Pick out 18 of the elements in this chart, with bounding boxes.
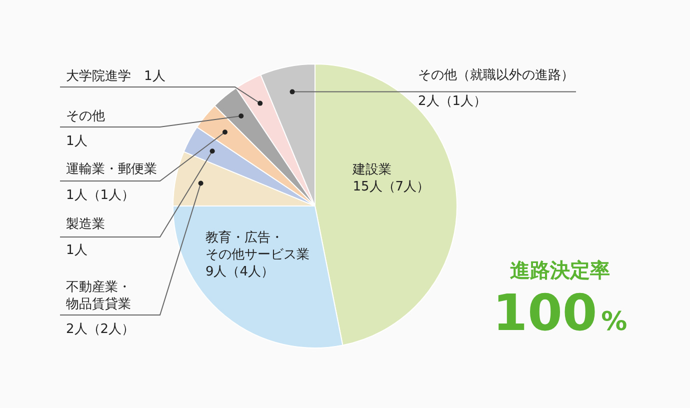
data-label: 1人 <box>66 134 88 149</box>
data-label: 1人 <box>144 69 166 84</box>
data-label: 2人（1人） <box>418 94 487 109</box>
slice-label: 運輸業・郵便業 <box>66 162 157 177</box>
text: 100% <box>492 284 628 342</box>
data-label: 1人（1人） <box>66 188 135 203</box>
slice-label: 不動産業・物品賃貸業 <box>66 279 131 312</box>
slice-label: その他（就職以外の進路） <box>418 68 574 83</box>
slice-label: 大学院進学 <box>66 69 131 84</box>
slice-label: 製造業 <box>66 217 105 232</box>
text: 進路決定率 <box>510 258 610 282</box>
data-label: 1人 <box>66 243 88 258</box>
data-label: 9人（4人） <box>205 264 274 280</box>
data-label: 15人（7人） <box>352 179 430 194</box>
data-label: 2人（2人） <box>66 322 135 337</box>
slice-label: 建設業 <box>352 162 392 178</box>
slice-label: 教育・広告・その他サービス業 <box>205 229 310 262</box>
slice-label: その他 <box>66 109 105 124</box>
